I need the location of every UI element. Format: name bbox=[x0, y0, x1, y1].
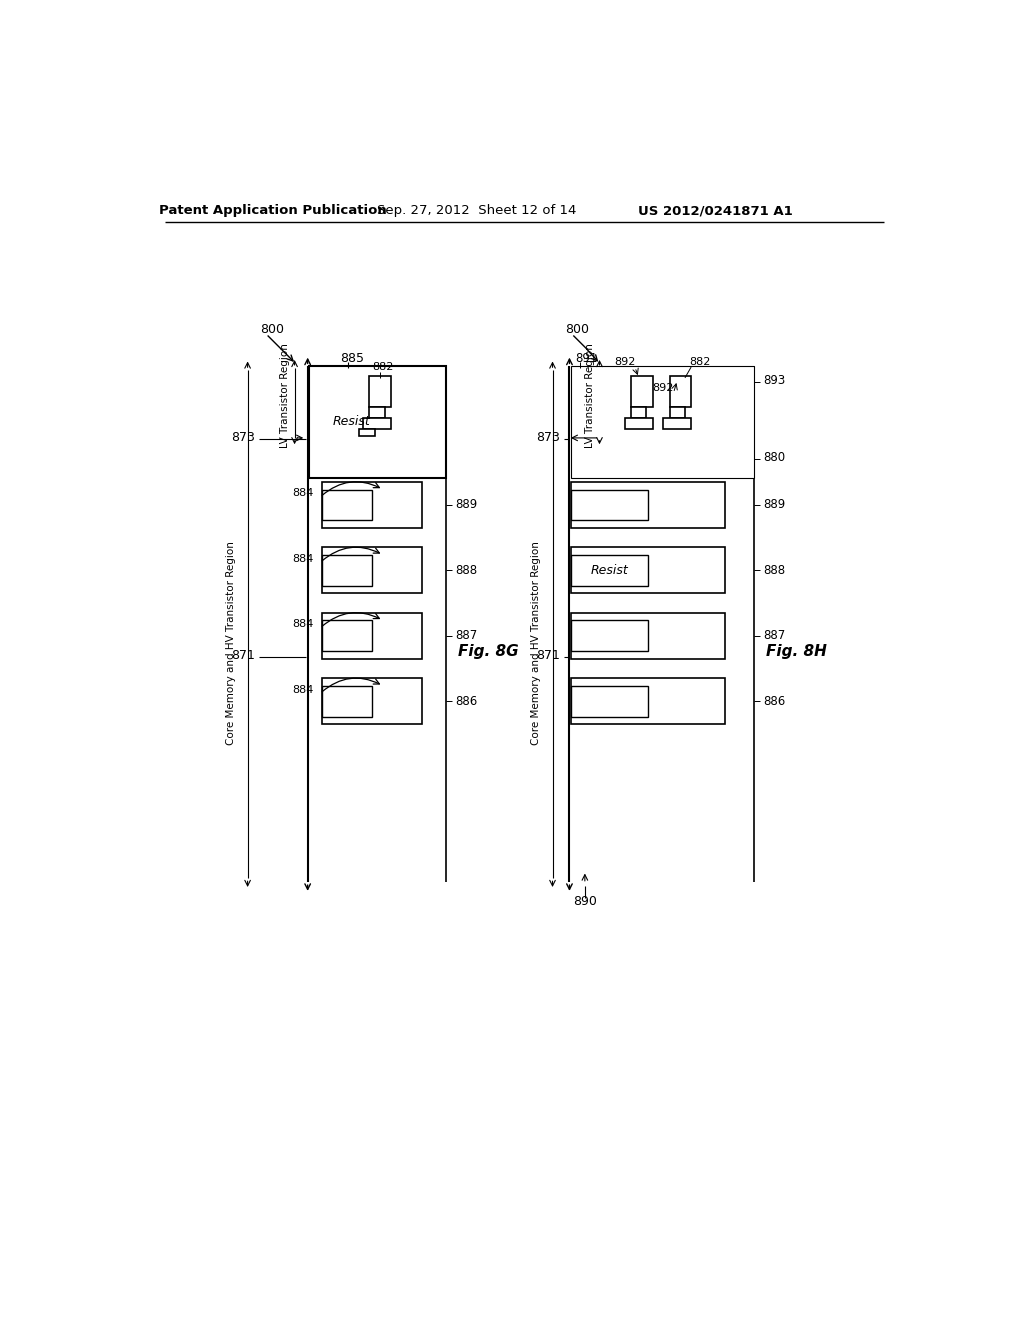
Text: Fig. 8G: Fig. 8G bbox=[459, 644, 519, 659]
Bar bbox=[359, 429, 375, 437]
Text: 884: 884 bbox=[293, 554, 313, 564]
Text: Core Memory and HV Transistor Region: Core Memory and HV Transistor Region bbox=[531, 541, 542, 746]
Bar bbox=[631, 407, 646, 418]
Text: 882: 882 bbox=[689, 358, 711, 367]
Bar bbox=[625, 418, 652, 429]
Bar bbox=[571, 490, 648, 520]
Text: 882: 882 bbox=[373, 362, 394, 372]
Text: 892: 892 bbox=[614, 358, 636, 367]
Text: 880: 880 bbox=[764, 450, 785, 463]
Bar bbox=[309, 367, 446, 478]
Text: US 2012/0241871 A1: US 2012/0241871 A1 bbox=[638, 205, 794, 218]
Bar bbox=[664, 418, 691, 429]
Text: 873: 873 bbox=[537, 430, 560, 444]
Bar bbox=[322, 620, 372, 651]
Bar bbox=[571, 548, 725, 594]
Text: 885: 885 bbox=[340, 352, 364, 366]
Text: 871: 871 bbox=[537, 648, 560, 661]
Text: 888: 888 bbox=[456, 564, 477, 577]
Text: 871: 871 bbox=[231, 648, 255, 661]
Bar bbox=[322, 490, 372, 520]
Text: 889: 889 bbox=[764, 499, 785, 511]
Text: 892: 892 bbox=[652, 383, 674, 393]
Text: 800: 800 bbox=[260, 323, 284, 335]
Bar bbox=[631, 376, 652, 407]
Text: Sep. 27, 2012  Sheet 12 of 14: Sep. 27, 2012 Sheet 12 of 14 bbox=[378, 205, 577, 218]
Text: 893: 893 bbox=[764, 374, 785, 387]
Text: 889: 889 bbox=[456, 499, 478, 511]
Bar bbox=[370, 407, 385, 418]
Bar bbox=[370, 376, 391, 407]
Bar bbox=[364, 418, 391, 429]
Bar bbox=[322, 548, 422, 594]
Bar bbox=[322, 482, 422, 528]
Text: 873: 873 bbox=[231, 430, 255, 444]
Text: 884: 884 bbox=[293, 619, 313, 630]
Text: 891: 891 bbox=[574, 352, 597, 366]
Bar bbox=[571, 554, 648, 586]
Text: Patent Application Publication: Patent Application Publication bbox=[159, 205, 387, 218]
Bar bbox=[571, 620, 648, 651]
Bar bbox=[322, 612, 422, 659]
Text: LV Transistor Region: LV Transistor Region bbox=[280, 343, 290, 447]
Bar bbox=[670, 376, 691, 407]
Bar bbox=[571, 686, 648, 717]
Text: 884: 884 bbox=[293, 488, 313, 499]
Text: Resist: Resist bbox=[333, 416, 371, 428]
Text: 886: 886 bbox=[764, 694, 785, 708]
Text: 886: 886 bbox=[456, 694, 478, 708]
Text: 888: 888 bbox=[764, 564, 785, 577]
Text: 800: 800 bbox=[565, 323, 590, 335]
Text: Resist: Resist bbox=[591, 564, 629, 577]
Bar bbox=[322, 678, 422, 725]
Text: 887: 887 bbox=[456, 630, 478, 643]
Bar bbox=[322, 686, 372, 717]
Bar bbox=[571, 482, 725, 528]
Text: Fig. 8H: Fig. 8H bbox=[766, 644, 827, 659]
Bar bbox=[322, 554, 372, 586]
Bar bbox=[571, 612, 725, 659]
Text: 887: 887 bbox=[764, 630, 785, 643]
Text: 890: 890 bbox=[572, 895, 597, 908]
Text: 884: 884 bbox=[293, 685, 313, 694]
Bar bbox=[670, 407, 685, 418]
Text: Core Memory and HV Transistor Region: Core Memory and HV Transistor Region bbox=[225, 541, 236, 746]
Bar bbox=[571, 367, 755, 478]
Text: LV Transistor Region: LV Transistor Region bbox=[586, 343, 595, 447]
Bar bbox=[571, 678, 725, 725]
